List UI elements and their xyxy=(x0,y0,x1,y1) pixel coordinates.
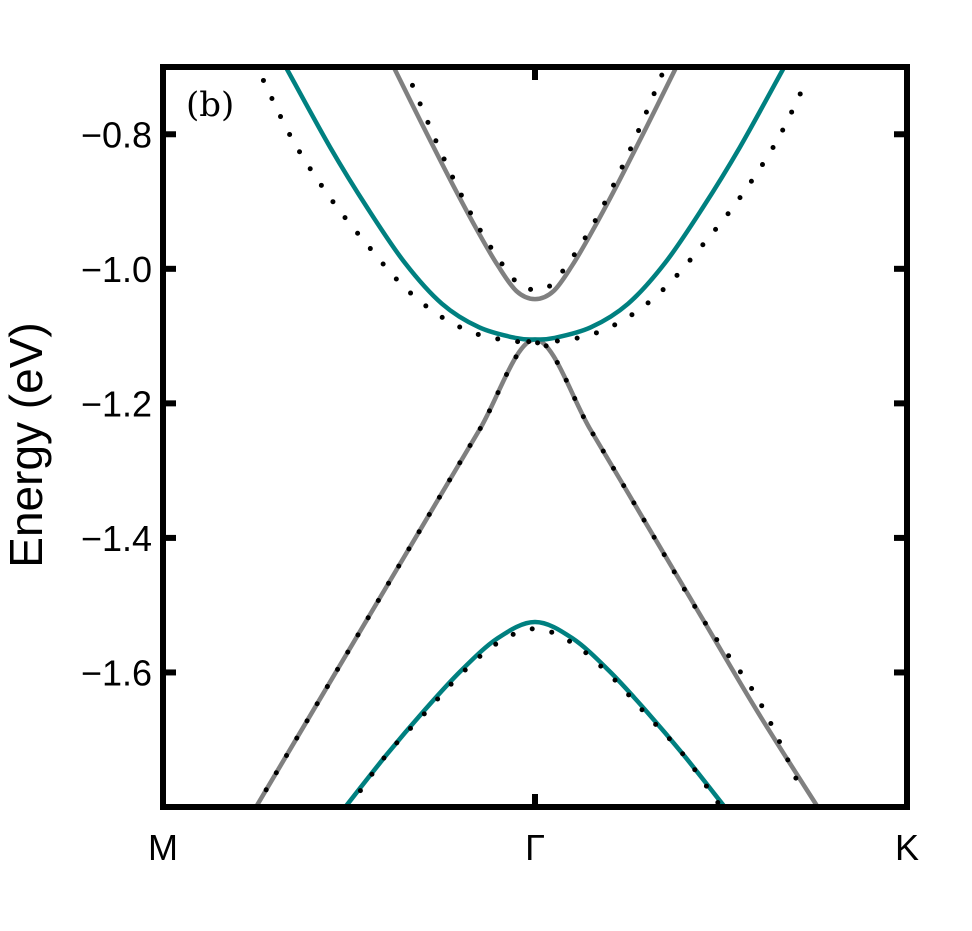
x-tick-label-1: Γ xyxy=(525,827,545,868)
dotted-band-7 xyxy=(346,626,724,807)
dotted-band-4 xyxy=(260,77,810,346)
y-tick-label-2: −1.2 xyxy=(81,383,152,424)
y-tick-label-4: −1.6 xyxy=(81,652,152,693)
band-line-3 xyxy=(343,619,727,807)
dotted-band-6 xyxy=(253,336,806,807)
y-tick-label-0: −0.8 xyxy=(81,114,152,155)
band-line-0 xyxy=(254,337,820,807)
y-tick-label-3: −1.4 xyxy=(81,518,152,559)
plot-frame xyxy=(160,64,910,810)
dotted-band-5 xyxy=(402,67,668,293)
series-layer xyxy=(253,67,820,807)
tick-layer: −0.8 −1.0 −1.2 −1.4 −1.6 M Γ K xyxy=(81,67,919,868)
y-axis-title: Energy (eV) xyxy=(0,322,52,567)
x-tick-label-2: K xyxy=(895,827,919,868)
band-line-2 xyxy=(283,67,787,342)
panel-label: (b) xyxy=(186,85,234,125)
y-tick-label-1: −1.0 xyxy=(81,249,152,290)
band-line-1 xyxy=(391,67,679,302)
x-tick-label-0: M xyxy=(148,827,178,868)
